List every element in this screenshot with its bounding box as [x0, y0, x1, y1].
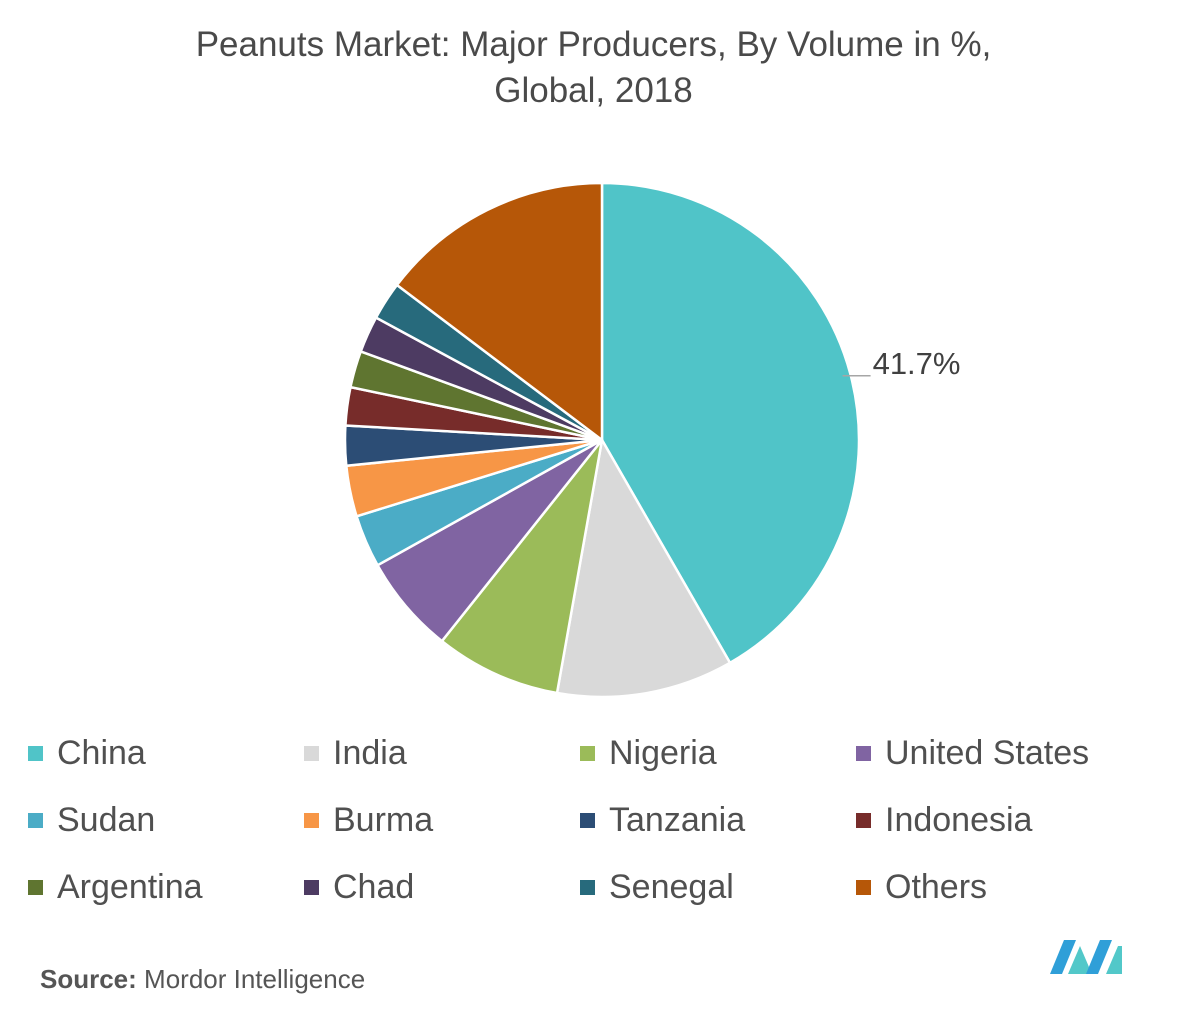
legend-item-burma: Burma [304, 800, 580, 839]
legend-item-indonesia: Indonesia [856, 800, 1148, 839]
pie-data-labels: 41.7% [842, 346, 961, 381]
legend-label-argentina: Argentina [57, 867, 203, 906]
legend-swatch-burma [304, 812, 319, 828]
legend-label-indonesia: Indonesia [885, 800, 1033, 839]
chart-title-line-1: Peanuts Market: Major Producers, By Volu… [195, 25, 992, 64]
data-label-china: 41.7% [873, 346, 961, 381]
source-label: Source: [40, 964, 137, 994]
pie-slice-others [395, 181, 604, 442]
legend-swatch-sudan [28, 812, 43, 828]
legend-label-burma: Burma [333, 800, 434, 839]
pie-slice-nigeria [440, 438, 604, 695]
legend-label-nigeria: Nigeria [609, 733, 717, 772]
legend-item-others: Others [856, 867, 1148, 906]
legend-swatch-united-states [856, 745, 871, 761]
legend-swatch-india [304, 745, 319, 761]
legend-swatch-nigeria [580, 745, 595, 761]
legend-item-tanzania: Tanzania [580, 800, 856, 839]
legend-label-india: India [333, 733, 407, 772]
pie-slices [343, 181, 861, 699]
mordor-intelligence-logo-icon [1050, 940, 1122, 974]
legend-label-tanzania: Tanzania [609, 800, 746, 839]
legend-item-china: China [28, 733, 304, 772]
legend-item-nigeria: Nigeria [580, 733, 856, 772]
chart-title-line-2: Global, 2018 [494, 71, 693, 110]
legend-label-others: Others [885, 867, 988, 906]
legend-item-senegal: Senegal [580, 867, 856, 906]
legend-swatch-senegal [580, 879, 595, 895]
legend-label-sudan: Sudan [57, 800, 156, 839]
pie-slice-india [555, 438, 732, 699]
pie-slice-china [600, 181, 861, 665]
legend-label-chad: Chad [333, 867, 415, 906]
legend-swatch-chad [304, 879, 319, 895]
legend-swatch-others [856, 879, 871, 895]
legend-item-argentina: Argentina [28, 867, 304, 906]
legend-swatch-indonesia [856, 812, 871, 828]
chart-title: Peanuts Market: Major Producers, By Volu… [0, 22, 1187, 114]
legend-swatch-argentina [28, 879, 43, 895]
legend-swatch-tanzania [580, 812, 595, 828]
legend-label-china: China [57, 733, 146, 772]
source-note: Source: Mordor Intelligence [40, 964, 365, 995]
legend-label-united-states: United States [885, 733, 1090, 772]
legend-item-chad: Chad [304, 867, 580, 906]
legend-item-sudan: Sudan [28, 800, 304, 839]
legend-item-united-states: United States [856, 733, 1148, 772]
pie-chart: 41.7% [343, 181, 961, 699]
source-value: Mordor Intelligence [144, 964, 366, 994]
legend-swatch-china [28, 745, 43, 761]
legend-item-india: India [304, 733, 580, 772]
legend-label-senegal: Senegal [609, 867, 734, 906]
chart-legend: China India Nigeria United States Sudan Burma… [28, 733, 1148, 906]
